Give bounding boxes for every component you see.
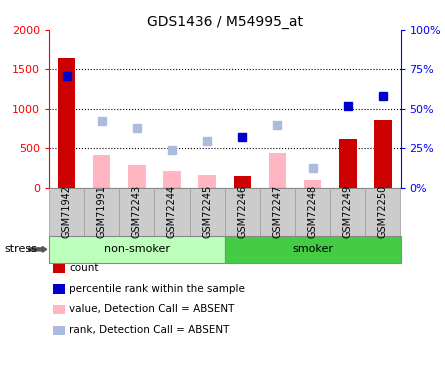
- Text: GSM71942: GSM71942: [61, 185, 72, 238]
- Title: GDS1436 / M54995_at: GDS1436 / M54995_at: [147, 15, 303, 29]
- Text: GSM72250: GSM72250: [378, 185, 388, 238]
- Bar: [163, 171, 181, 188]
- Bar: [128, 165, 146, 188]
- Text: GSM72243: GSM72243: [132, 185, 142, 238]
- Text: GSM72244: GSM72244: [167, 185, 177, 238]
- Text: percentile rank within the sample: percentile rank within the sample: [69, 284, 245, 294]
- Bar: [198, 174, 216, 188]
- Text: GSM72245: GSM72245: [202, 185, 212, 238]
- Text: smoker: smoker: [292, 244, 333, 254]
- Text: GSM72249: GSM72249: [343, 185, 353, 238]
- Bar: [374, 120, 392, 188]
- Bar: [304, 180, 321, 188]
- Text: rank, Detection Call = ABSENT: rank, Detection Call = ABSENT: [69, 325, 229, 335]
- Text: GSM72247: GSM72247: [272, 185, 283, 238]
- Text: value, Detection Call = ABSENT: value, Detection Call = ABSENT: [69, 304, 235, 314]
- Bar: [234, 176, 251, 188]
- Text: count: count: [69, 263, 98, 273]
- Text: GSM71991: GSM71991: [97, 186, 107, 238]
- Bar: [93, 155, 110, 188]
- Bar: [269, 153, 286, 188]
- Text: GSM72246: GSM72246: [237, 185, 247, 238]
- Bar: [339, 139, 356, 188]
- Text: non-smoker: non-smoker: [104, 244, 170, 254]
- Text: GSM72248: GSM72248: [307, 185, 318, 238]
- Bar: [58, 58, 75, 188]
- Text: stress: stress: [4, 244, 37, 254]
